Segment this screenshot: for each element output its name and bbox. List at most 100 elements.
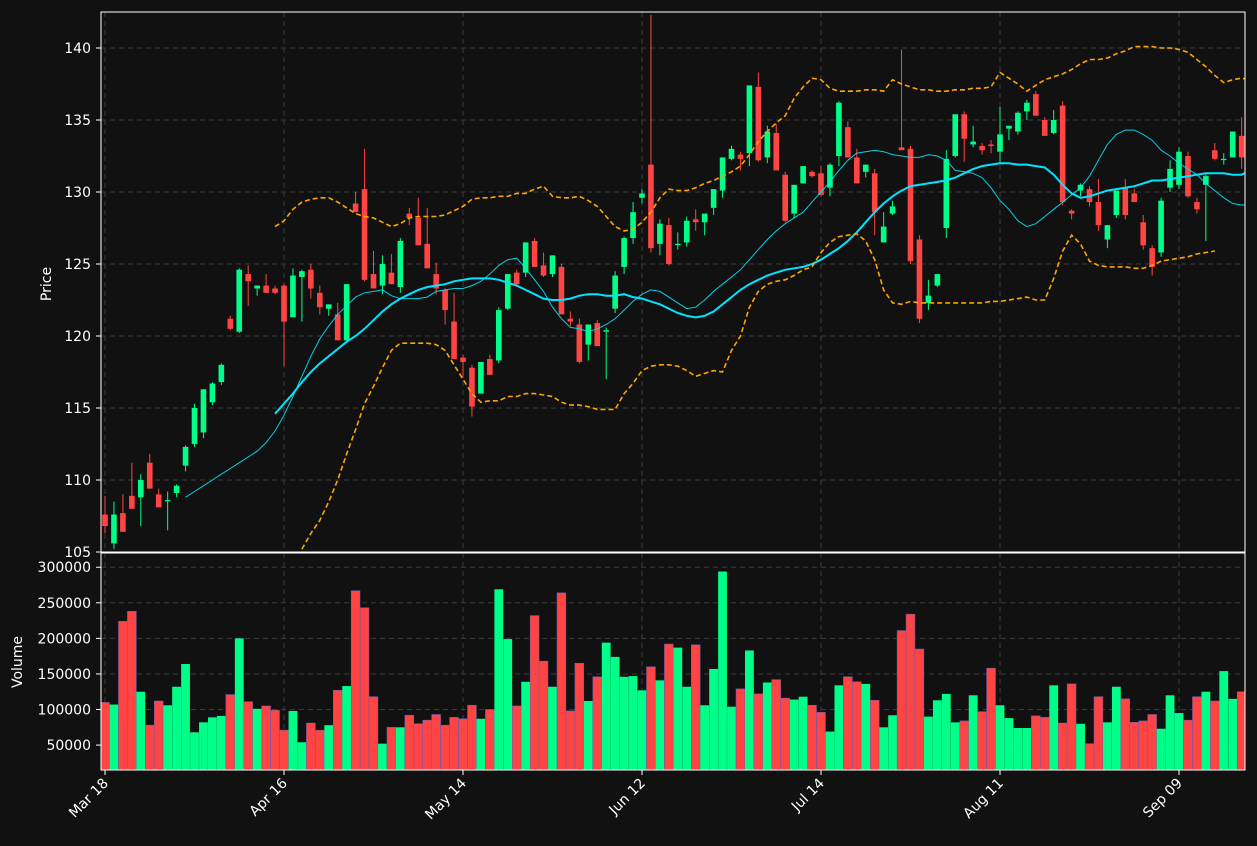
volume-bar	[405, 715, 414, 770]
candle-body	[586, 324, 592, 344]
candle-body	[1033, 94, 1039, 116]
price-axis-label: Price	[39, 267, 55, 301]
price-tick-label: 125	[64, 257, 91, 273]
candle-body	[1006, 126, 1012, 129]
candle-body	[1194, 202, 1200, 209]
volume-bar	[718, 571, 727, 770]
volume-tick-label: 250000	[38, 596, 91, 612]
volume-bar	[799, 697, 808, 770]
candle-body	[657, 224, 663, 244]
candle-body	[183, 447, 189, 466]
candle-body	[290, 276, 296, 318]
volume-bar	[1040, 717, 1049, 770]
candle-body	[872, 173, 878, 212]
candle-body	[487, 359, 493, 375]
candle-body	[541, 265, 547, 275]
volume-bar	[414, 724, 423, 770]
volume-bar	[727, 707, 736, 770]
candle-body	[505, 274, 511, 309]
candle-body	[773, 133, 779, 170]
volume-bar	[280, 730, 289, 770]
candle-body	[1176, 152, 1182, 185]
candle-body	[210, 384, 216, 403]
volume-bar	[951, 722, 960, 770]
price-tick-label: 130	[64, 185, 91, 201]
candle-body	[344, 284, 350, 340]
volume-bar	[512, 706, 521, 770]
volume-bar	[557, 593, 566, 770]
candle-body	[371, 274, 377, 288]
volume-bar	[396, 727, 405, 770]
volume-bar	[136, 692, 145, 770]
volume-bar	[190, 732, 199, 770]
candle-body	[424, 244, 430, 268]
volume-bar	[1049, 685, 1058, 770]
price-tick-label: 120	[64, 329, 91, 345]
volume-bar	[1148, 715, 1157, 770]
volume-bar	[638, 690, 647, 770]
candle-body	[254, 286, 260, 289]
candle-body	[102, 515, 108, 527]
volume-bar	[181, 664, 190, 770]
volume-bar	[1067, 684, 1076, 770]
volume-bar	[1130, 722, 1139, 770]
volume-bar	[548, 687, 557, 770]
volume-bar	[1219, 671, 1228, 770]
volume-bar	[1112, 687, 1121, 770]
candle-body	[1096, 202, 1102, 225]
volume-bar	[772, 680, 781, 770]
candle-body	[702, 214, 708, 223]
candle-body	[926, 296, 932, 303]
candle-body	[711, 189, 717, 208]
volume-tick-label: 300000	[38, 560, 91, 576]
candle-body	[263, 286, 269, 293]
candle-body	[111, 515, 117, 544]
volume-bar	[763, 682, 772, 770]
volume-bar	[226, 695, 235, 770]
volume-bar	[575, 663, 584, 770]
candle-body	[138, 480, 144, 497]
volume-bar	[1005, 718, 1014, 770]
candle-body	[335, 314, 341, 340]
volume-tick-label: 200000	[38, 631, 91, 647]
volume-bar	[154, 701, 163, 770]
price-tick-label: 140	[64, 41, 91, 57]
candle-body	[1042, 120, 1048, 136]
candle-body	[970, 142, 976, 145]
volume-bar	[682, 687, 691, 770]
candle-body	[621, 238, 627, 267]
volume-bar	[960, 721, 969, 770]
candle-body	[1105, 225, 1111, 239]
volume-bar	[897, 631, 906, 770]
volume-bar	[539, 661, 548, 770]
candle-body	[120, 513, 126, 532]
volume-bar	[235, 638, 244, 770]
volume-bar	[1175, 713, 1184, 770]
volume-bar	[262, 706, 271, 770]
volume-bar	[244, 702, 253, 770]
volume-bar	[656, 680, 665, 770]
volume-bar	[1031, 716, 1040, 770]
volume-bar	[754, 694, 763, 770]
volume-bar	[459, 719, 468, 770]
candle-body	[165, 500, 171, 501]
candle-body	[236, 270, 242, 332]
candle-body	[952, 114, 958, 156]
volume-bar	[584, 701, 593, 770]
volume-bar	[271, 710, 280, 770]
candle-body	[577, 324, 583, 361]
volume-bar	[915, 649, 924, 770]
candle-body	[129, 496, 135, 509]
volume-bar	[217, 716, 226, 770]
volume-bar	[1103, 722, 1112, 770]
candle-body	[559, 267, 565, 315]
volume-bar	[987, 668, 996, 770]
candle-body	[648, 165, 654, 249]
volume-bar	[423, 720, 432, 770]
volume-bar	[378, 744, 387, 770]
volume-bar	[485, 710, 494, 770]
candle-body	[693, 219, 699, 222]
candle-body	[747, 85, 753, 153]
candle-body	[1230, 132, 1236, 158]
